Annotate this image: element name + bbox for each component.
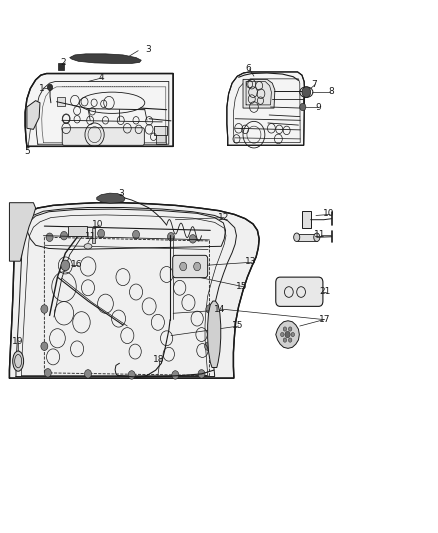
Text: 13: 13 xyxy=(245,257,256,266)
Polygon shape xyxy=(227,72,304,146)
Circle shape xyxy=(172,370,179,379)
Polygon shape xyxy=(276,321,299,349)
Circle shape xyxy=(133,230,140,239)
Circle shape xyxy=(128,370,135,379)
Circle shape xyxy=(288,327,292,331)
Text: 11: 11 xyxy=(85,232,96,241)
Text: 9: 9 xyxy=(316,102,321,111)
Circle shape xyxy=(44,368,51,377)
Ellipse shape xyxy=(293,233,300,241)
Polygon shape xyxy=(153,126,167,135)
Text: 3: 3 xyxy=(145,45,151,54)
Circle shape xyxy=(61,260,70,271)
Circle shape xyxy=(281,333,284,337)
Text: 14: 14 xyxy=(214,305,226,314)
Circle shape xyxy=(206,305,213,313)
Polygon shape xyxy=(57,98,65,106)
Polygon shape xyxy=(10,203,35,261)
Text: 18: 18 xyxy=(153,354,165,364)
Circle shape xyxy=(98,229,105,238)
Circle shape xyxy=(283,338,287,342)
Polygon shape xyxy=(10,203,259,378)
Polygon shape xyxy=(302,211,311,228)
Text: 7: 7 xyxy=(311,79,317,88)
Circle shape xyxy=(47,84,53,91)
Circle shape xyxy=(180,262,187,271)
Polygon shape xyxy=(243,79,275,108)
Polygon shape xyxy=(70,54,141,63)
Circle shape xyxy=(300,103,306,111)
Ellipse shape xyxy=(84,244,92,249)
Circle shape xyxy=(41,305,48,313)
Text: 8: 8 xyxy=(329,86,335,95)
Ellipse shape xyxy=(13,351,24,371)
Circle shape xyxy=(283,327,287,331)
Polygon shape xyxy=(58,63,64,70)
Text: 15: 15 xyxy=(232,321,243,330)
FancyBboxPatch shape xyxy=(62,128,145,146)
Polygon shape xyxy=(25,74,173,147)
Text: 16: 16 xyxy=(71,261,82,269)
Text: 10: 10 xyxy=(92,220,104,229)
Circle shape xyxy=(291,333,294,337)
Polygon shape xyxy=(297,233,317,241)
FancyBboxPatch shape xyxy=(173,255,208,278)
Polygon shape xyxy=(92,228,95,243)
Circle shape xyxy=(60,231,67,240)
Circle shape xyxy=(46,233,53,241)
Text: 6: 6 xyxy=(246,64,251,72)
Circle shape xyxy=(198,369,205,378)
Circle shape xyxy=(41,342,48,351)
Ellipse shape xyxy=(314,233,320,241)
Text: 5: 5 xyxy=(24,147,30,156)
Text: 12: 12 xyxy=(218,213,229,222)
Circle shape xyxy=(85,369,92,378)
Text: 15: 15 xyxy=(236,281,247,290)
Text: 2: 2 xyxy=(60,58,66,67)
Polygon shape xyxy=(208,301,221,368)
FancyBboxPatch shape xyxy=(276,277,323,306)
Text: 21: 21 xyxy=(319,287,330,296)
Circle shape xyxy=(189,235,196,243)
Circle shape xyxy=(205,342,212,351)
Circle shape xyxy=(194,262,201,271)
Text: 17: 17 xyxy=(319,314,330,324)
Text: 11: 11 xyxy=(314,230,325,239)
Circle shape xyxy=(288,338,292,342)
Text: 1: 1 xyxy=(39,84,45,93)
Circle shape xyxy=(167,232,174,241)
Circle shape xyxy=(285,332,290,338)
Text: 10: 10 xyxy=(323,209,335,219)
Text: 3: 3 xyxy=(118,189,124,198)
Polygon shape xyxy=(27,101,40,130)
Polygon shape xyxy=(155,135,166,144)
Text: 19: 19 xyxy=(11,337,23,346)
Circle shape xyxy=(302,87,311,98)
Polygon shape xyxy=(97,193,125,203)
Polygon shape xyxy=(68,226,87,236)
Text: 4: 4 xyxy=(98,72,104,82)
